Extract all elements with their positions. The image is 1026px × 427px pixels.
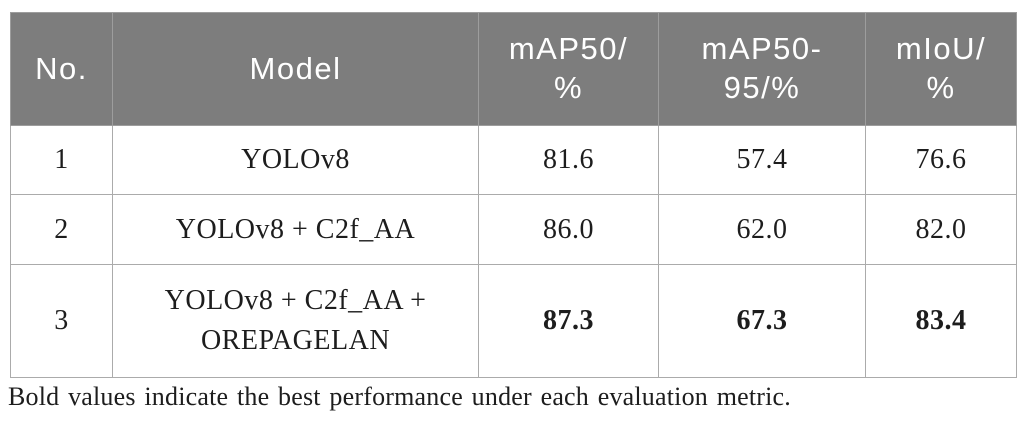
cell-map50: 86.0 xyxy=(478,194,659,265)
cell-map50: 81.6 xyxy=(478,125,659,195)
cell-model: YOLOv8 + C2f_AA + OREPAGELAN xyxy=(112,264,479,378)
column-header-no: No. xyxy=(10,12,113,126)
column-header-model: Model xyxy=(112,12,479,126)
column-header-map50: mAP50/ % xyxy=(478,12,659,126)
cell-map50-best: 87.3 xyxy=(478,264,659,378)
cell-map50-95: 57.4 xyxy=(658,125,866,195)
cell-miou-best: 83.4 xyxy=(865,264,1017,378)
cell-miou: 82.0 xyxy=(865,194,1017,265)
cell-no: 2 xyxy=(10,194,113,265)
cell-no: 3 xyxy=(10,264,113,378)
column-header-miou: mIoU/ % xyxy=(865,12,1017,126)
table-row: 2 YOLOv8 + C2f_AA 86.0 62.0 82.0 xyxy=(10,194,1017,265)
results-table: No. Model mAP50/ % mAP50- 95/% mIoU/ % 1… xyxy=(10,12,1017,378)
cell-miou: 76.6 xyxy=(865,125,1017,195)
cell-model: YOLOv8 + C2f_AA xyxy=(112,194,479,265)
cell-no: 1 xyxy=(10,125,113,195)
column-header-map50-95: mAP50- 95/% xyxy=(658,12,866,126)
table-row: 3 YOLOv8 + C2f_AA + OREPAGELAN 87.3 67.3… xyxy=(10,264,1017,378)
cell-map50-95: 62.0 xyxy=(658,194,866,265)
table-row: 1 YOLOv8 81.6 57.4 76.6 xyxy=(10,125,1017,195)
cell-map50-95-best: 67.3 xyxy=(658,264,866,378)
table-footnote: Bold values indicate the best performanc… xyxy=(8,382,792,411)
cell-model: YOLOv8 xyxy=(112,125,479,195)
table-header-row: No. Model mAP50/ % mAP50- 95/% mIoU/ % xyxy=(10,12,1017,126)
